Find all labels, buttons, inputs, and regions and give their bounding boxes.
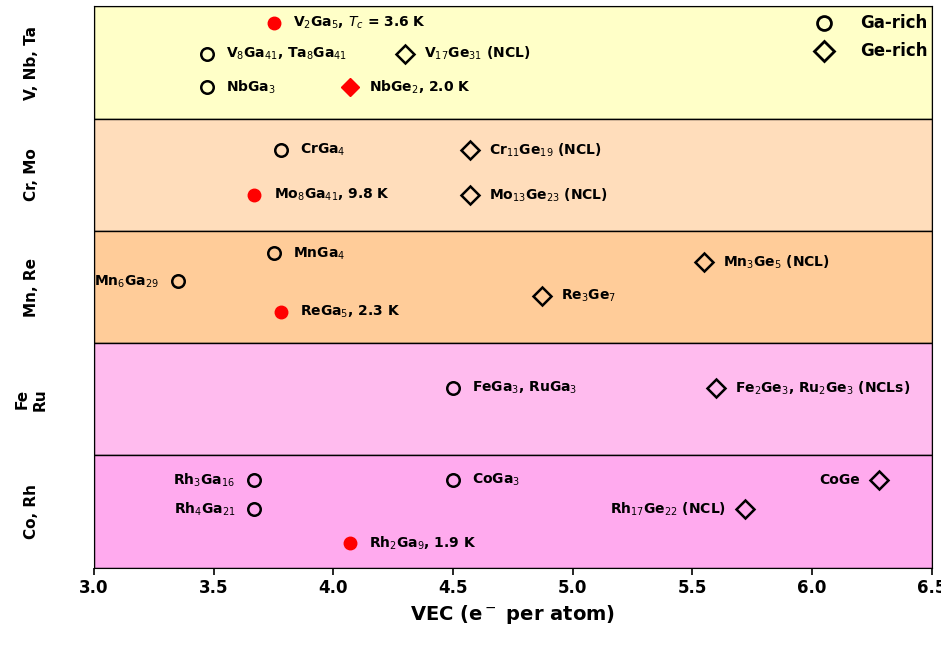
Text: Mo$_8$Ga$_{41}$, 9.8 K: Mo$_8$Ga$_{41}$, 9.8 K [274,187,390,203]
Text: CoGe: CoGe [819,473,860,487]
Text: CoGa$_3$: CoGa$_3$ [472,472,520,488]
Text: Fe
Ru: Fe Ru [15,388,47,411]
Bar [94,119,932,231]
Text: Co, Rh: Co, Rh [24,484,39,539]
Bar [94,6,932,119]
Text: Mo$_{13}$Ge$_{23}$ (NCL): Mo$_{13}$Ge$_{23}$ (NCL) [489,186,608,204]
Text: Re$_3$Ge$_7$: Re$_3$Ge$_7$ [561,288,615,304]
Text: V$_2$Ga$_5$, $\mathit{T}_c$ = 3.6 K: V$_2$Ga$_5$, $\mathit{T}_c$ = 3.6 K [293,15,426,32]
Text: NbGa$_3$: NbGa$_3$ [226,79,276,96]
Bar [94,343,932,455]
Text: FeGa$_3$, RuGa$_3$: FeGa$_3$, RuGa$_3$ [472,380,578,396]
Bar [94,455,932,568]
Text: Cr$_{11}$Ge$_{19}$ (NCL): Cr$_{11}$Ge$_{19}$ (NCL) [489,141,601,159]
Text: ReGa$_5$, 2.3 K: ReGa$_5$, 2.3 K [300,304,400,320]
Text: Rh$_3$Ga$_{16}$: Rh$_3$Ga$_{16}$ [173,471,235,489]
Text: CrGa$_4$: CrGa$_4$ [300,142,345,158]
Text: Mn, Re: Mn, Re [24,257,39,317]
Text: Ga-rich: Ga-rich [860,14,927,32]
Text: MnGa$_4$: MnGa$_4$ [293,245,344,262]
Text: V$_{17}$Ge$_{31}$ (NCL): V$_{17}$Ge$_{31}$ (NCL) [424,45,531,63]
X-axis label: VEC (e$^-$ per atom): VEC (e$^-$ per atom) [410,603,615,626]
Text: V, Nb, Ta: V, Nb, Ta [24,26,39,99]
Text: Rh$_2$Ga$_9$, 1.9 K: Rh$_2$Ga$_9$, 1.9 K [369,534,477,551]
Text: Rh$_{17}$Ge$_{22}$ (NCL): Rh$_{17}$Ge$_{22}$ (NCL) [610,501,726,518]
Text: Rh$_4$Ga$_{21}$: Rh$_4$Ga$_{21}$ [174,501,235,518]
Text: Ge-rich: Ge-rich [860,43,927,61]
Bar [94,231,932,343]
Text: NbGe$_2$, 2.0 K: NbGe$_2$, 2.0 K [369,79,471,96]
Text: Mn$_6$Ga$_{29}$: Mn$_6$Ga$_{29}$ [94,273,159,290]
Text: V$_8$Ga$_{41}$, Ta$_8$Ga$_{41}$: V$_8$Ga$_{41}$, Ta$_8$Ga$_{41}$ [226,45,347,62]
Text: Cr, Mo: Cr, Mo [24,148,39,201]
Text: Mn$_3$Ge$_5$ (NCL): Mn$_3$Ge$_5$ (NCL) [724,253,830,271]
Text: Fe$_2$Ge$_3$, Ru$_2$Ge$_3$ (NCLs): Fe$_2$Ge$_3$, Ru$_2$Ge$_3$ (NCLs) [735,379,911,397]
